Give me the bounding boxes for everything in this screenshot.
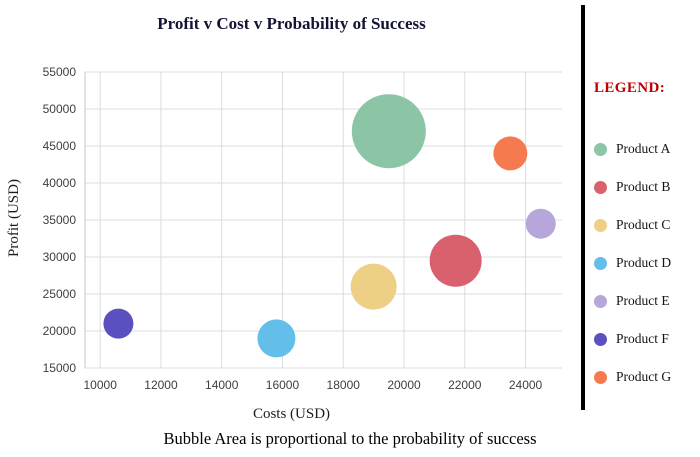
x-tick-label: 12000	[144, 378, 178, 392]
bubble-product-c[interactable]	[350, 263, 397, 310]
x-tick-label: 14000	[205, 378, 239, 392]
legend-item-label: Product B	[616, 179, 671, 194]
x-tick-label: 20000	[387, 378, 421, 392]
x-tick-label: 10000	[84, 378, 118, 392]
y-tick-label: 45000	[43, 139, 77, 153]
legend-swatch	[594, 294, 607, 308]
x-tick-label: 18000	[327, 378, 361, 392]
bubble-product-e[interactable]	[525, 208, 556, 239]
bubble-product-d[interactable]	[257, 319, 296, 358]
legend-swatch	[594, 256, 607, 270]
legend-swatch	[594, 370, 607, 384]
legend-item: Product A	[594, 130, 700, 168]
y-tick-label: 15000	[43, 361, 77, 375]
x-tick-label: 22000	[448, 378, 482, 392]
legend-item: Product F	[594, 320, 700, 358]
chart-title: Profit v Cost v Probability of Success	[157, 14, 426, 33]
legend-item-label: Product A	[616, 141, 671, 156]
x-tick-label: 24000	[509, 378, 543, 392]
legend: LEGEND: Product A Product B Product C Produ…	[594, 80, 700, 396]
x-axis-title: Costs (USD)	[252, 406, 331, 422]
bubble-product-g[interactable]	[493, 136, 528, 171]
legend-item-label: Product G	[616, 369, 672, 384]
legend-swatch	[594, 180, 607, 194]
bubble-product-b[interactable]	[429, 234, 482, 287]
legend-item: Product C	[594, 206, 700, 244]
bubble-product-f[interactable]	[103, 308, 134, 339]
legend-item-label: Product D	[616, 255, 672, 270]
legend-item-label: Product E	[616, 293, 670, 308]
legend-items: Product A Product B Product C Product D Prod…	[594, 130, 700, 396]
legend-item: Product B	[594, 168, 700, 206]
x-tick-label: 16000	[266, 378, 300, 392]
bubble-product-a[interactable]	[351, 94, 426, 169]
legend-swatch	[594, 218, 607, 232]
bubble-chart-svg: 10000 12000 14000 16000 18000 20000 22000 24000…	[43, 65, 562, 392]
y-tick-label: 55000	[43, 65, 77, 79]
y-tick-label: 35000	[43, 213, 77, 227]
legend-item-label: Product F	[616, 331, 669, 346]
y-tick-label: 40000	[43, 176, 77, 190]
y-tick-label: 30000	[43, 250, 77, 264]
legend-title: LEGEND:	[594, 80, 666, 96]
legend-swatch	[594, 332, 607, 346]
legend-item: Product E	[594, 282, 700, 320]
legend-item: Product D	[594, 244, 700, 282]
y-tick-label: 50000	[43, 102, 77, 116]
y-tick-label: 20000	[43, 324, 77, 338]
chart-caption: Bubble Area is proportional to the proba…	[163, 429, 537, 448]
legend-divider	[581, 5, 585, 410]
legend-swatch	[594, 142, 607, 156]
legend-item: Product G	[594, 358, 700, 396]
legend-item-label: Product C	[616, 217, 671, 232]
y-tick-label: 25000	[43, 287, 77, 301]
